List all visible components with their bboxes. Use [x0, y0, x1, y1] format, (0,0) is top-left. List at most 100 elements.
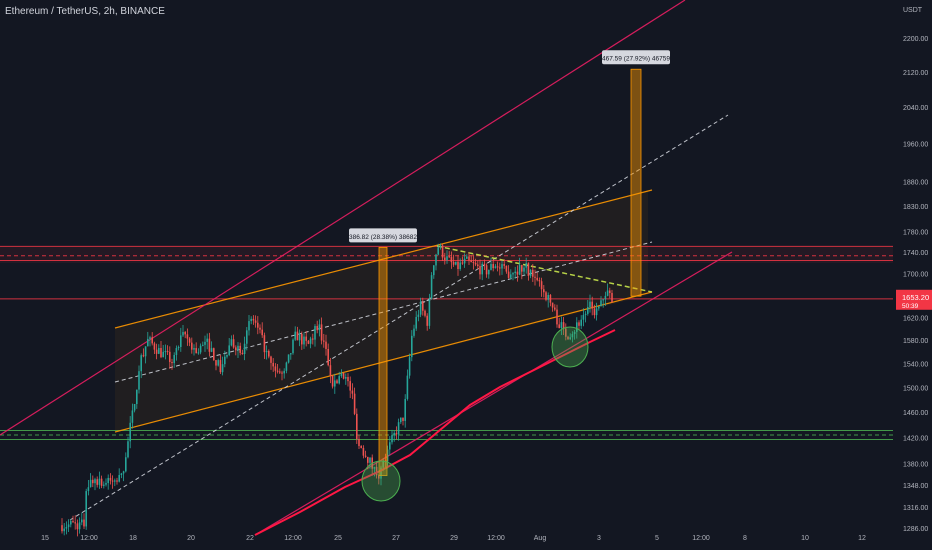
- candle-body-29: [122, 471, 125, 474]
- time-tick-label-17: 12: [858, 535, 866, 542]
- candle-body-250: [609, 290, 611, 293]
- candle-body-78: [230, 339, 233, 346]
- candle-body-166: [424, 310, 426, 316]
- candle-body-103: [285, 362, 288, 371]
- price-tick-label-15: 1830.00: [903, 204, 928, 211]
- candle-body-113: [307, 340, 310, 344]
- candle-body-212: [525, 263, 527, 268]
- candle-body-47: [162, 351, 164, 358]
- candle-body-10: [81, 519, 83, 523]
- candle-body-149: [386, 449, 389, 462]
- candle-body-30: [125, 457, 127, 472]
- candle-body-238: [582, 314, 585, 320]
- candle-body-225: [554, 307, 556, 310]
- candle-body-239: [584, 313, 587, 315]
- candle-body-68: [208, 338, 211, 352]
- candle-body-184: [463, 258, 466, 264]
- candle-body-90: [257, 322, 259, 328]
- candle-body-9: [78, 522, 81, 530]
- time-tick-label-14: 12:00: [692, 535, 710, 542]
- candle-body-190: [477, 264, 479, 267]
- candle-body-232: [569, 337, 571, 340]
- channel-mid-dashed-line: [114, 241, 653, 383]
- candle-body-146: [380, 467, 382, 479]
- candle-body-202: [503, 264, 505, 266]
- candle-body-31: [127, 441, 129, 458]
- candle-body-174: [441, 245, 444, 258]
- candle-body-104: [287, 354, 290, 363]
- candle-body-209: [518, 265, 521, 275]
- candle-body-247: [602, 299, 604, 301]
- candle-body-36: [138, 371, 140, 390]
- chart-title: Ethereum / TetherUS, 2h, BINANCE: [5, 6, 165, 17]
- candle-body-48: [164, 351, 167, 353]
- candle-body-136: [358, 438, 360, 447]
- candle-body-13: [87, 487, 90, 492]
- candle-body-124: [331, 375, 334, 387]
- candle-body-108: [296, 331, 299, 341]
- candle-body-53: [175, 348, 178, 355]
- candle-body-102: [283, 370, 285, 374]
- candle-body-24: [111, 480, 114, 482]
- channel-lower-line: [114, 291, 653, 433]
- candle-body-224: [551, 302, 554, 308]
- candle-body-137: [360, 446, 362, 448]
- candle-body-52: [173, 354, 175, 364]
- candle-body-71: [215, 360, 217, 366]
- candle-body-93: [263, 335, 266, 353]
- candle-body-170: [433, 265, 435, 276]
- time-tick-label-16: 10: [801, 535, 809, 542]
- candle-body-249: [606, 290, 609, 296]
- highlight-circles: [361, 326, 589, 502]
- candle-body-172: [437, 247, 439, 255]
- candle-body-83: [241, 352, 244, 354]
- price-tick-label-7: 1500.00: [903, 386, 928, 393]
- candle-body-94: [265, 350, 268, 353]
- candle-body-159: [408, 357, 411, 376]
- candle-body-82: [239, 345, 241, 353]
- candle-body-222: [547, 295, 549, 300]
- candle-body-98: [274, 366, 277, 371]
- candle-body-228: [560, 322, 563, 329]
- candle-body-126: [336, 380, 338, 384]
- candle-body-175: [444, 257, 446, 261]
- candle-body-8: [76, 523, 79, 530]
- candle-body-156: [402, 417, 404, 421]
- candle-body-23: [109, 477, 112, 481]
- candle-body-223: [549, 295, 552, 303]
- candle-body-101: [281, 372, 283, 374]
- candle-body-141: [369, 457, 371, 463]
- candle-body-210: [521, 265, 523, 272]
- candle-body-189: [474, 263, 477, 265]
- candle-body-155: [400, 417, 402, 423]
- candle-body-20: [103, 484, 105, 486]
- candle-body-195: [488, 269, 490, 275]
- low-highlight-circle-2: [551, 326, 589, 368]
- candle-body-248: [604, 295, 607, 300]
- candle-body-219: [540, 281, 543, 290]
- candle-body-215: [532, 269, 534, 277]
- candle-body-56: [182, 332, 184, 336]
- candle-body-147: [382, 460, 384, 468]
- candle-body-227: [558, 324, 560, 329]
- horizontal-levels: [0, 245, 893, 440]
- measure-projections: 386.82 (28.38%) 38682 467.59 (27.92%) 467…: [349, 50, 670, 477]
- candle-body-135: [356, 413, 358, 439]
- time-tick-label-3: 18: [129, 535, 137, 542]
- candle-body-160: [411, 335, 413, 358]
- candle-body-154: [397, 422, 400, 435]
- candle-body-119: [320, 324, 323, 341]
- candle-body-185: [466, 256, 468, 259]
- candle-body-89: [254, 320, 257, 323]
- candle-body-110: [301, 334, 303, 345]
- candle-body-88: [252, 318, 255, 321]
- candle-body-72: [217, 360, 219, 366]
- candle-body-58: [186, 334, 189, 339]
- candle-body-196: [490, 264, 492, 270]
- candle-body-109: [298, 334, 301, 341]
- candle-body-69: [210, 348, 213, 352]
- candle-body-80: [235, 347, 237, 351]
- candle-body-91: [259, 327, 261, 330]
- candle-body-132: [349, 381, 351, 391]
